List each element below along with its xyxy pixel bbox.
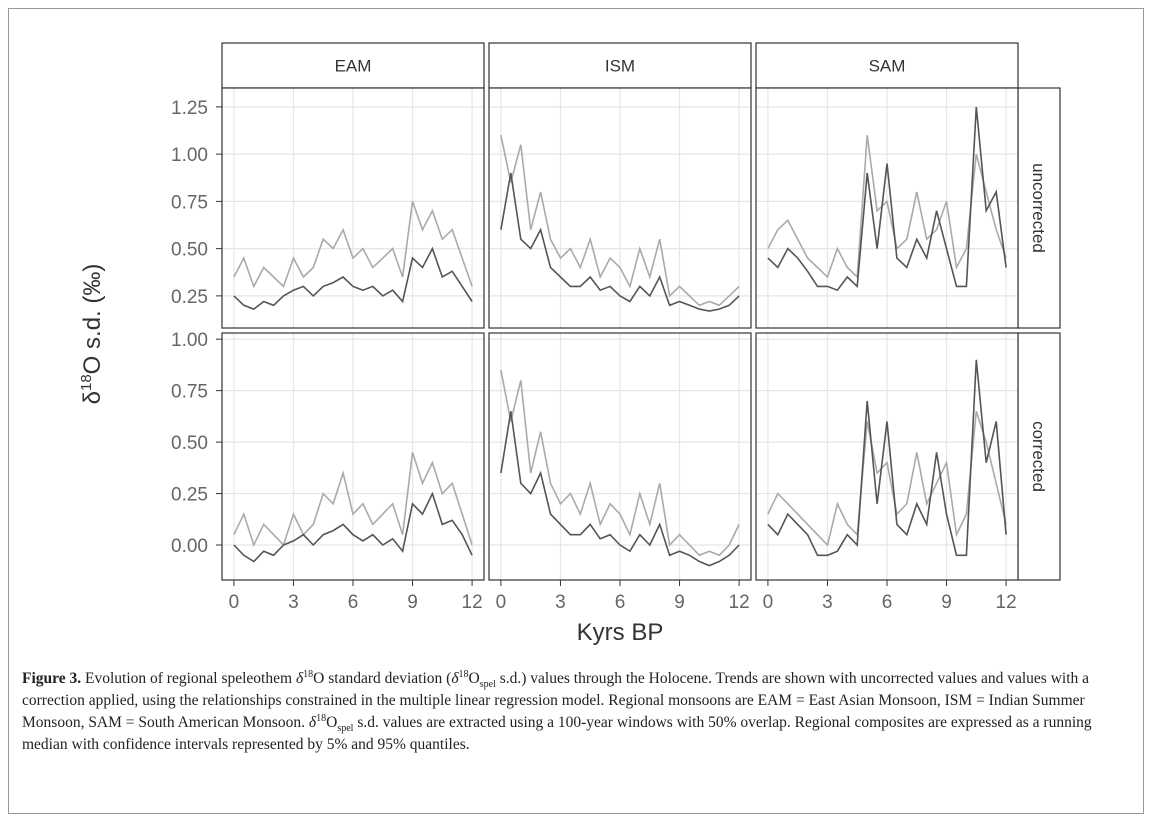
caption-symbol: δ: [308, 714, 317, 731]
y-tick-label: 0.25: [171, 485, 208, 506]
caption-sup: 18: [303, 668, 314, 680]
series-line: [233, 246, 473, 311]
x-tick-label: 12: [996, 592, 1017, 613]
facet-column-label: ISM: [605, 57, 635, 76]
x-tick-label: 6: [882, 592, 893, 613]
caption-text: s.d. values are extracted using a 100-ye…: [22, 714, 1092, 753]
series-line: [767, 410, 1007, 547]
x-tick-label: 0: [229, 592, 240, 613]
caption: Figure 3. Evolution of regional speleoth…: [22, 668, 1132, 756]
x-tick-label: 6: [615, 592, 626, 613]
y-tick-label: 0.25: [171, 287, 208, 308]
figure-frame: [8, 8, 1144, 814]
y-tick-label: 0.75: [171, 192, 208, 213]
caption-symbol: δ: [295, 670, 304, 687]
facet-row-label: corrected: [1029, 421, 1048, 492]
x-axis-label: Kyrs BP: [577, 619, 664, 646]
series-line: [767, 359, 1007, 557]
x-tick-label: 0: [496, 592, 507, 613]
y-label-sup: 18: [78, 374, 95, 391]
caption-text: O standard deviation (: [313, 670, 452, 687]
caption-text: s.d.) values through the Holocene. Trend…: [22, 670, 1090, 731]
facet-column-label: SAM: [869, 57, 906, 76]
series-line: [233, 201, 473, 289]
chart: δ18O s.d. (‰) Kyrs BP EAM ISM SAM uncorrect…: [78, 42, 1061, 646]
x-tick-label: 0: [763, 592, 774, 613]
facet-row-label: uncorrected: [1029, 163, 1048, 253]
series-line: [500, 369, 740, 557]
y-tick-label: 0.50: [171, 240, 208, 261]
caption-text: O: [326, 714, 338, 731]
series-line: [767, 106, 1007, 292]
caption-sup: 18: [458, 668, 469, 680]
y-tick-label: 0.50: [171, 433, 208, 454]
y-tick-label: 0.75: [171, 382, 208, 403]
panel-border: [488, 87, 752, 329]
series-line: [767, 135, 1007, 279]
series-line: [233, 452, 473, 548]
y-tick-label: 0.00: [171, 536, 208, 557]
caption-symbol: δ: [451, 670, 459, 687]
x-tick-label: 6: [348, 592, 359, 613]
series-line: [500, 172, 740, 312]
caption-text: O: [468, 670, 480, 687]
x-tick-label: 12: [462, 592, 483, 613]
facet-strip: [488, 42, 752, 89]
caption-text: Evolution of regional speleothem: [81, 670, 296, 687]
facet-strip: [755, 42, 1019, 89]
caption-label: Figure 3.: [22, 670, 82, 687]
x-tick-label: 9: [674, 592, 685, 613]
y-tick-label: 1.00: [171, 145, 208, 166]
series-line: [500, 135, 740, 307]
series-line: [500, 411, 740, 567]
y-tick-label: 1.00: [171, 330, 208, 351]
x-tick-label: 3: [288, 592, 299, 613]
y-axis-label: δ18O s.d. (‰): [78, 264, 106, 405]
series-line: [233, 491, 473, 563]
x-tick-label: 9: [407, 592, 418, 613]
y-label-text: O s.d. (‰): [79, 264, 106, 375]
caption-sub: spel: [479, 679, 496, 691]
panel-border: [221, 87, 485, 329]
y-tick-label: 1.25: [171, 98, 208, 119]
x-tick-label: 9: [941, 592, 952, 613]
y-label-symbol: δ: [79, 391, 106, 404]
caption-sub: spel: [337, 723, 354, 735]
panel-border: [755, 87, 1019, 329]
x-tick-label: 12: [729, 592, 750, 613]
caption-sup: 18: [316, 712, 327, 724]
facet-column-label: EAM: [335, 57, 372, 76]
x-tick-label: 3: [555, 592, 566, 613]
x-tick-label: 3: [822, 592, 833, 613]
